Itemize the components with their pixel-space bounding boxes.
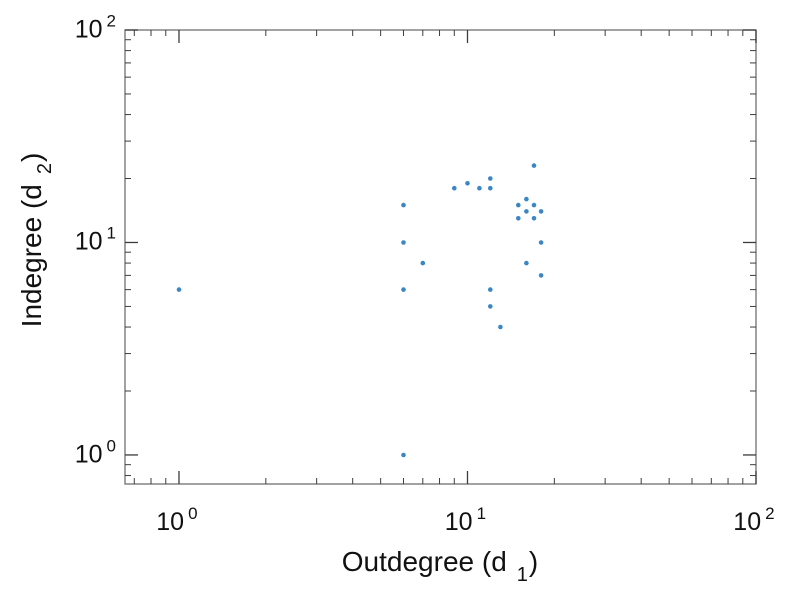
data-point — [401, 202, 406, 208]
x-tick-label: 10 2 — [733, 505, 774, 536]
data-point — [401, 287, 406, 292]
tick-label-base: 10 — [156, 508, 185, 536]
x-axis-label: Outdegree (d 1) — [341, 546, 539, 586]
data-point — [516, 202, 521, 208]
tick-label-exponent: 1 — [106, 223, 116, 243]
data-point — [524, 209, 529, 214]
y-tick-label: 10 2 — [74, 13, 116, 44]
data-points — [176, 163, 544, 458]
data-point — [176, 287, 182, 292]
plot-frame — [124, 29, 757, 485]
tick-label-base: 10 — [444, 508, 473, 536]
tick-label-base: 10 — [74, 440, 103, 469]
y-axis-label-subscript: 2 — [34, 162, 56, 175]
data-point — [477, 185, 482, 191]
y-tick-label: 10 1 — [74, 225, 116, 256]
data-point — [488, 304, 493, 309]
y-axis-label-close: ) — [16, 152, 47, 162]
data-point — [498, 324, 503, 330]
data-point — [465, 181, 470, 186]
tick-label-exponent: 0 — [106, 436, 116, 456]
tick-label-base: 10 — [74, 227, 103, 256]
data-point — [401, 452, 406, 458]
x-axis-label-text: Outdegree (d — [341, 546, 507, 577]
x-tick-label: 10 1 — [444, 505, 486, 536]
tick-label-base: 10 — [733, 508, 762, 536]
tick-label-exponent: 1 — [476, 504, 487, 523]
y-tick-label: 10 0 — [74, 437, 116, 469]
data-point — [524, 260, 529, 266]
tick-label-exponent: 2 — [765, 504, 775, 523]
data-point — [538, 209, 544, 214]
tick-label-exponent: 0 — [188, 504, 198, 523]
data-point — [538, 273, 544, 278]
y-axis-label: Indegree (d 2) — [16, 152, 56, 328]
data-point — [538, 240, 544, 245]
tick-label-base: 10 — [74, 15, 103, 44]
data-point — [524, 196, 529, 202]
data-point — [420, 260, 426, 266]
data-point — [488, 287, 493, 292]
data-point — [488, 176, 493, 181]
data-point — [531, 163, 537, 168]
data-point — [531, 202, 537, 208]
y-axis-label-text: Indegree (d — [16, 184, 47, 328]
axis-ticks — [125, 29, 757, 484]
data-point — [516, 216, 521, 221]
x-axis-label-close: ) — [528, 546, 539, 577]
data-point — [452, 185, 457, 191]
data-point — [531, 216, 537, 221]
x-tick-label: 10 0 — [156, 505, 197, 536]
data-point — [401, 240, 406, 245]
data-point — [488, 185, 493, 191]
x-axis-label-subscript: 1 — [516, 564, 528, 586]
tick-label-exponent: 2 — [106, 11, 116, 31]
